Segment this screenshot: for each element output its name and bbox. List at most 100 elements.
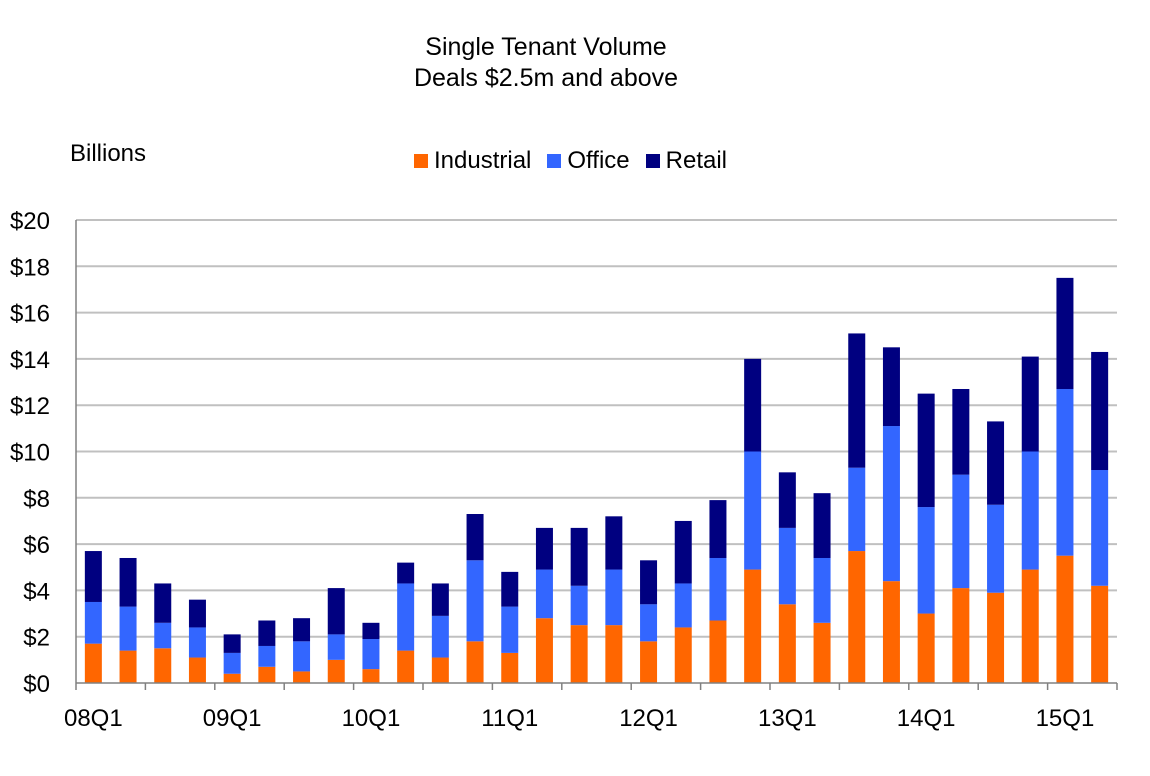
bar-industrial bbox=[570, 625, 588, 683]
x-tick-label: 10Q1 bbox=[342, 705, 401, 732]
bar-retail bbox=[605, 516, 623, 570]
bar-office bbox=[119, 606, 137, 651]
bar-industrial bbox=[952, 588, 970, 683]
bar-office bbox=[258, 645, 276, 667]
bar-industrial bbox=[640, 641, 658, 683]
y-tick-label: $0 bbox=[23, 671, 50, 698]
bar-industrial bbox=[466, 641, 484, 683]
x-tick-label: 11Q1 bbox=[481, 705, 538, 732]
bar-retail bbox=[709, 500, 727, 558]
bar-industrial bbox=[1056, 555, 1074, 683]
bar-office bbox=[431, 615, 449, 658]
bar-office bbox=[570, 585, 588, 626]
x-tick-label: 14Q1 bbox=[897, 705, 956, 732]
y-tick-label: $16 bbox=[10, 301, 50, 328]
bar-office bbox=[778, 527, 796, 605]
bar-office bbox=[882, 426, 900, 582]
bar-retail bbox=[570, 527, 588, 586]
bar-industrial bbox=[744, 569, 762, 683]
x-tick-label: 13Q1 bbox=[758, 705, 817, 732]
bar-retail bbox=[397, 562, 415, 584]
y-tick-label: $8 bbox=[23, 486, 50, 513]
x-tick-label: 15Q1 bbox=[1036, 705, 1095, 732]
bar-industrial bbox=[778, 604, 796, 683]
bar-industrial bbox=[154, 648, 172, 683]
bar-office bbox=[917, 507, 935, 614]
bar-office bbox=[362, 639, 380, 670]
y-tick-label: $6 bbox=[23, 532, 50, 559]
bar-industrial bbox=[882, 581, 900, 683]
chart-title: Single Tenant Volume bbox=[425, 33, 667, 61]
bar-industrial bbox=[535, 618, 553, 683]
bar-office bbox=[709, 557, 727, 621]
bar-retail bbox=[362, 622, 380, 640]
bar-retail bbox=[1091, 351, 1109, 471]
bar-industrial bbox=[1091, 585, 1109, 683]
y-tick-label: $20 bbox=[10, 208, 50, 235]
bar-retail bbox=[466, 514, 484, 561]
bar-industrial bbox=[362, 669, 380, 683]
x-tick-label: 08Q1 bbox=[64, 705, 123, 732]
legend-item-industrial: Industrial bbox=[414, 147, 531, 175]
bar-office bbox=[1056, 388, 1074, 556]
bar-office bbox=[188, 627, 206, 658]
legend-label-industrial: Industrial bbox=[434, 147, 532, 174]
y-tick-label: $10 bbox=[10, 440, 50, 467]
bar-retail bbox=[813, 493, 831, 558]
legend-swatch-industrial bbox=[414, 154, 428, 168]
bar-office bbox=[952, 474, 970, 589]
bar-retail bbox=[431, 583, 449, 616]
y-tick-label: $12 bbox=[10, 393, 50, 420]
bar-office bbox=[640, 604, 658, 642]
bar-industrial bbox=[813, 622, 831, 683]
y-tick-label: $14 bbox=[10, 347, 50, 374]
chart-subtitle: Deals $2.5m and above bbox=[413, 64, 679, 92]
bar-retail bbox=[778, 472, 796, 528]
y-axis-unit-label: Billions bbox=[70, 140, 147, 167]
bar-industrial bbox=[327, 659, 345, 683]
bar-office bbox=[987, 504, 1005, 593]
bar-retail bbox=[119, 557, 137, 607]
bar-retail bbox=[882, 347, 900, 427]
bar-industrial bbox=[258, 666, 276, 683]
bar-office bbox=[605, 569, 623, 626]
bar-retail bbox=[987, 421, 1005, 505]
legend-label-retail: Retail bbox=[665, 147, 727, 174]
bar-office bbox=[327, 634, 345, 660]
bar-office bbox=[535, 569, 553, 619]
legend-swatch-retail bbox=[645, 154, 660, 168]
bar-industrial bbox=[223, 673, 241, 683]
bar-industrial bbox=[119, 650, 137, 683]
bar-office bbox=[674, 583, 692, 628]
bar-retail bbox=[1056, 277, 1074, 389]
bar-retail bbox=[917, 393, 935, 508]
bar-office bbox=[848, 467, 866, 552]
bar-office bbox=[84, 601, 102, 644]
bar-industrial bbox=[431, 657, 449, 683]
legend-item-retail: Retail bbox=[645, 147, 727, 175]
bar-retail bbox=[501, 571, 519, 607]
bar-industrial bbox=[917, 613, 935, 683]
bar-industrial bbox=[293, 671, 311, 683]
bar-retail bbox=[535, 527, 553, 570]
bar-retail bbox=[674, 520, 692, 584]
y-tick-label: $2 bbox=[23, 625, 50, 652]
bar-retail bbox=[188, 599, 206, 628]
legend: Industrial Office Retail bbox=[414, 147, 743, 175]
bar-office bbox=[813, 557, 831, 623]
bar-retail bbox=[744, 358, 762, 452]
bar-retail bbox=[84, 551, 102, 602]
legend-label-office: Office bbox=[567, 147, 630, 174]
bar-industrial bbox=[848, 551, 866, 683]
bar-retail bbox=[293, 618, 311, 642]
legend-item-office: Office bbox=[547, 147, 630, 175]
bar-office bbox=[744, 451, 762, 570]
x-tick-label: 09Q1 bbox=[203, 705, 262, 732]
bar-retail bbox=[327, 588, 345, 635]
bar-industrial bbox=[674, 627, 692, 683]
bar-retail bbox=[154, 583, 172, 623]
bar-office bbox=[501, 606, 519, 653]
y-tick-label: $18 bbox=[10, 254, 50, 281]
y-tick-label: $4 bbox=[23, 578, 50, 605]
